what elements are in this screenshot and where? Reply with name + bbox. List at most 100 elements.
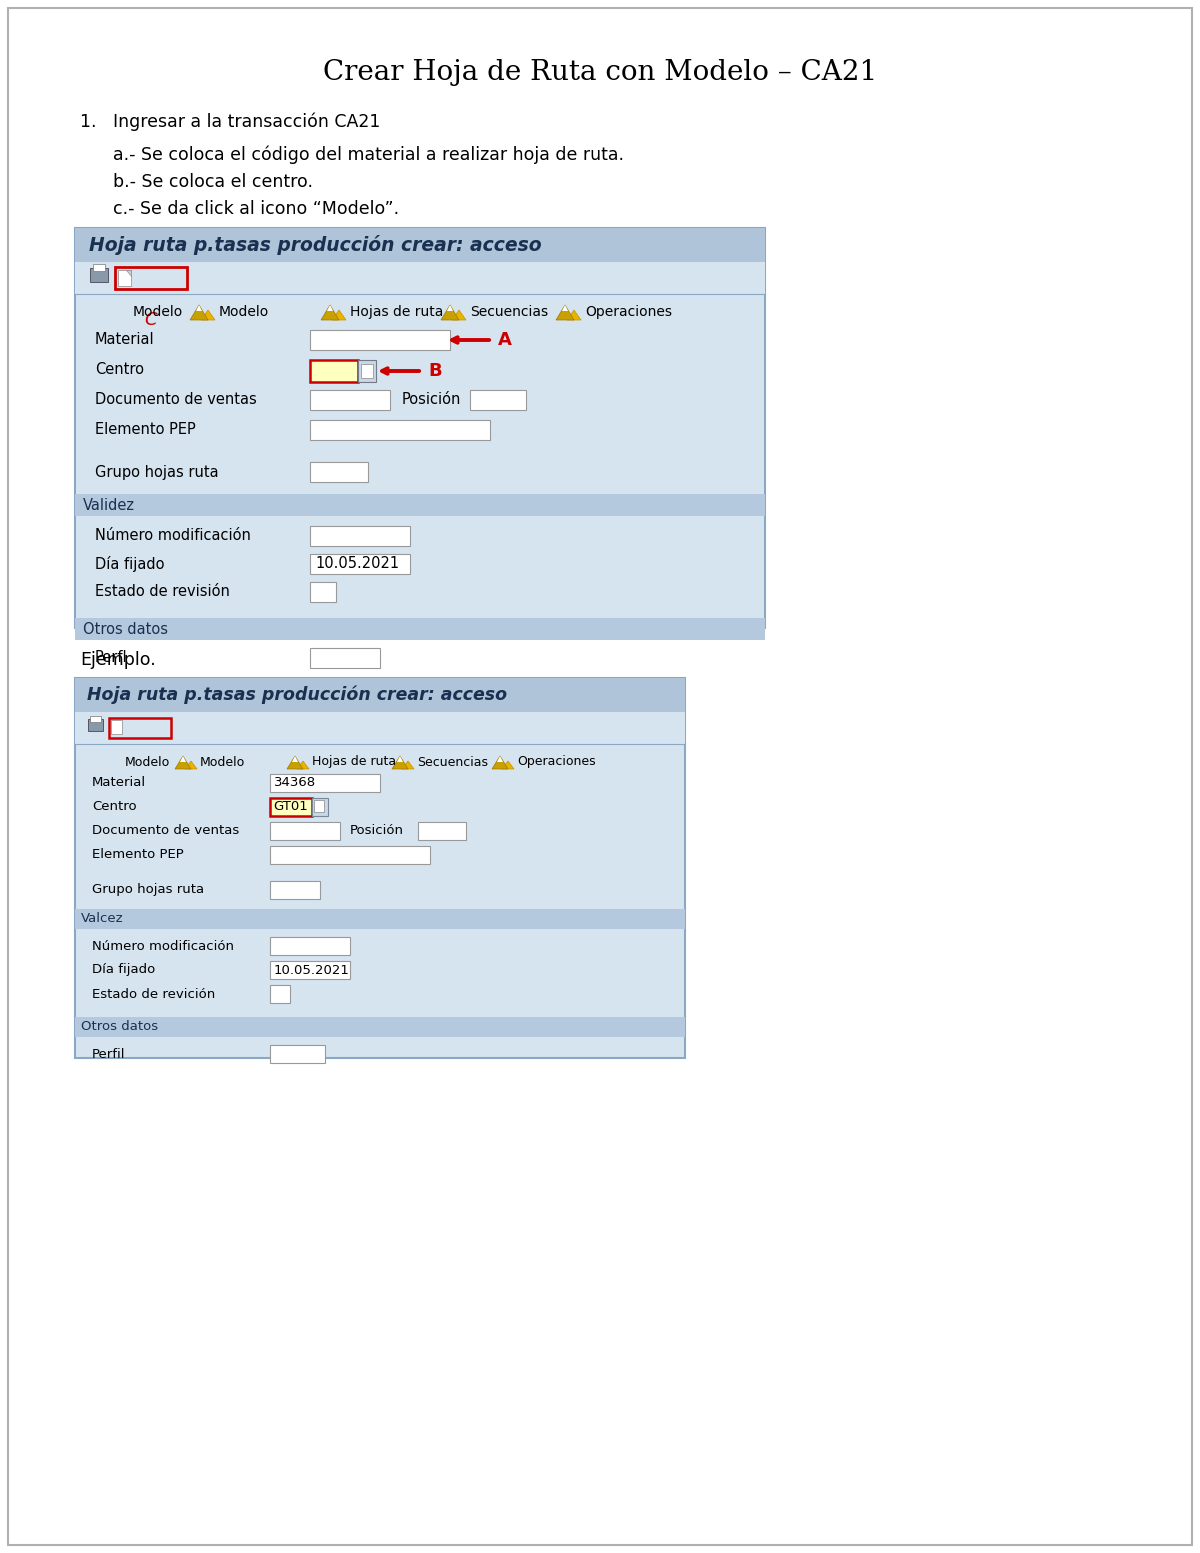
Text: Elemento PEP: Elemento PEP (95, 422, 196, 438)
Text: Otros datos: Otros datos (82, 1020, 158, 1033)
Bar (112, 721, 122, 735)
Polygon shape (402, 761, 414, 769)
Bar (74, 494, 766, 516)
Text: Secuencias: Secuencias (470, 304, 548, 318)
Polygon shape (322, 304, 340, 320)
Text: Documento de ventas: Documento de ventas (95, 393, 257, 407)
Text: Secuencias: Secuencias (418, 755, 488, 769)
Polygon shape (292, 756, 298, 763)
Polygon shape (397, 756, 403, 763)
Bar (94, 264, 106, 272)
Bar (74, 228, 766, 627)
Text: Material: Material (95, 332, 155, 348)
Text: Número modificación: Número modificación (95, 528, 251, 544)
Text: Perfil: Perfil (92, 1048, 126, 1061)
Text: B: B (428, 362, 442, 380)
Polygon shape (202, 311, 215, 320)
Text: A: A (498, 331, 512, 349)
Text: Elemento PEP: Elemento PEP (92, 848, 184, 862)
Bar (74, 711, 685, 744)
Bar (88, 719, 103, 731)
Bar (310, 526, 410, 547)
Text: Operaciones: Operaciones (586, 304, 672, 318)
Text: GT01: GT01 (274, 800, 307, 814)
Text: Hojas de ruta: Hojas de ruta (350, 304, 443, 318)
Bar (270, 798, 312, 815)
Polygon shape (556, 304, 574, 320)
Bar (310, 554, 410, 575)
Text: Día fijado: Día fijado (92, 963, 155, 977)
Text: Número modificación: Número modificación (92, 940, 234, 952)
Text: 10.05.2021: 10.05.2021 (274, 963, 350, 977)
Text: Modelo: Modelo (200, 755, 245, 769)
Polygon shape (190, 304, 208, 320)
Bar (270, 846, 430, 863)
Bar (314, 800, 324, 812)
Polygon shape (326, 304, 334, 311)
Text: Perfl: Perfl (95, 651, 127, 666)
Polygon shape (442, 304, 458, 320)
Polygon shape (298, 761, 310, 769)
Text: Documento de ventas: Documento de ventas (92, 825, 239, 837)
Text: Hoja ruta p.tasas producción crear: acceso: Hoja ruta p.tasas producción crear: acce… (88, 686, 508, 704)
Text: Posición: Posición (350, 825, 404, 837)
Polygon shape (562, 304, 568, 311)
Text: Hojas de ruta: Hojas de ruta (312, 755, 396, 769)
Bar (310, 461, 368, 481)
Bar (312, 798, 328, 815)
Text: 10.05.2021: 10.05.2021 (314, 556, 400, 572)
Text: Día fijado: Día fijado (95, 556, 164, 572)
Polygon shape (126, 270, 131, 276)
Text: b.- Se coloca el centro.: b.- Se coloca el centro. (80, 172, 313, 191)
Text: Validez: Validez (83, 497, 134, 512)
Polygon shape (392, 756, 408, 769)
Polygon shape (452, 311, 466, 320)
Polygon shape (175, 756, 191, 769)
Text: Valcez: Valcez (82, 913, 124, 926)
Bar (310, 582, 336, 603)
Text: Posición: Posición (402, 393, 461, 407)
Bar (270, 881, 320, 899)
Text: Material: Material (92, 776, 146, 789)
Text: Modelo: Modelo (125, 755, 170, 769)
Bar (74, 618, 766, 640)
Polygon shape (196, 304, 202, 311)
Bar (270, 773, 380, 792)
Text: Centro: Centro (92, 800, 137, 814)
Bar (270, 936, 350, 955)
Bar (361, 363, 373, 377)
Bar (90, 716, 101, 722)
Bar (74, 262, 766, 294)
Bar (310, 329, 450, 349)
Bar (310, 419, 490, 439)
Bar (270, 985, 290, 1003)
Bar (358, 360, 376, 382)
Text: Crear Hoja de Ruta con Modelo – CA21: Crear Hoja de Ruta con Modelo – CA21 (323, 59, 877, 85)
Text: a.- Se coloca el código del material a realizar hoja de ruta.: a.- Se coloca el código del material a r… (80, 146, 624, 165)
Bar (310, 648, 380, 668)
Text: Estado de revición: Estado de revición (92, 988, 215, 1000)
Text: C: C (145, 311, 157, 329)
Bar (270, 822, 340, 840)
Text: Centro: Centro (95, 362, 144, 377)
Bar (74, 1017, 685, 1037)
Text: 1.   Ingresar a la transacción CA21: 1. Ingresar a la transacción CA21 (80, 113, 380, 132)
Text: Modelo: Modelo (133, 304, 184, 318)
Bar (118, 270, 131, 286)
Bar (270, 1045, 325, 1062)
Polygon shape (568, 311, 581, 320)
Text: Grupo hojas ruta: Grupo hojas ruta (92, 884, 204, 896)
Polygon shape (497, 756, 503, 763)
Text: Otros datos: Otros datos (83, 621, 168, 637)
Bar (109, 717, 172, 738)
Bar (74, 679, 685, 1058)
Bar (74, 909, 685, 929)
Text: Hoja ruta p.tasas producción crear: acceso: Hoja ruta p.tasas producción crear: acce… (89, 235, 541, 255)
Polygon shape (446, 304, 454, 311)
Polygon shape (185, 761, 197, 769)
Text: Grupo hojas ruta: Grupo hojas ruta (95, 464, 218, 480)
Polygon shape (502, 761, 514, 769)
Bar (310, 360, 358, 382)
Text: Modelo: Modelo (220, 304, 269, 318)
Polygon shape (287, 756, 302, 769)
